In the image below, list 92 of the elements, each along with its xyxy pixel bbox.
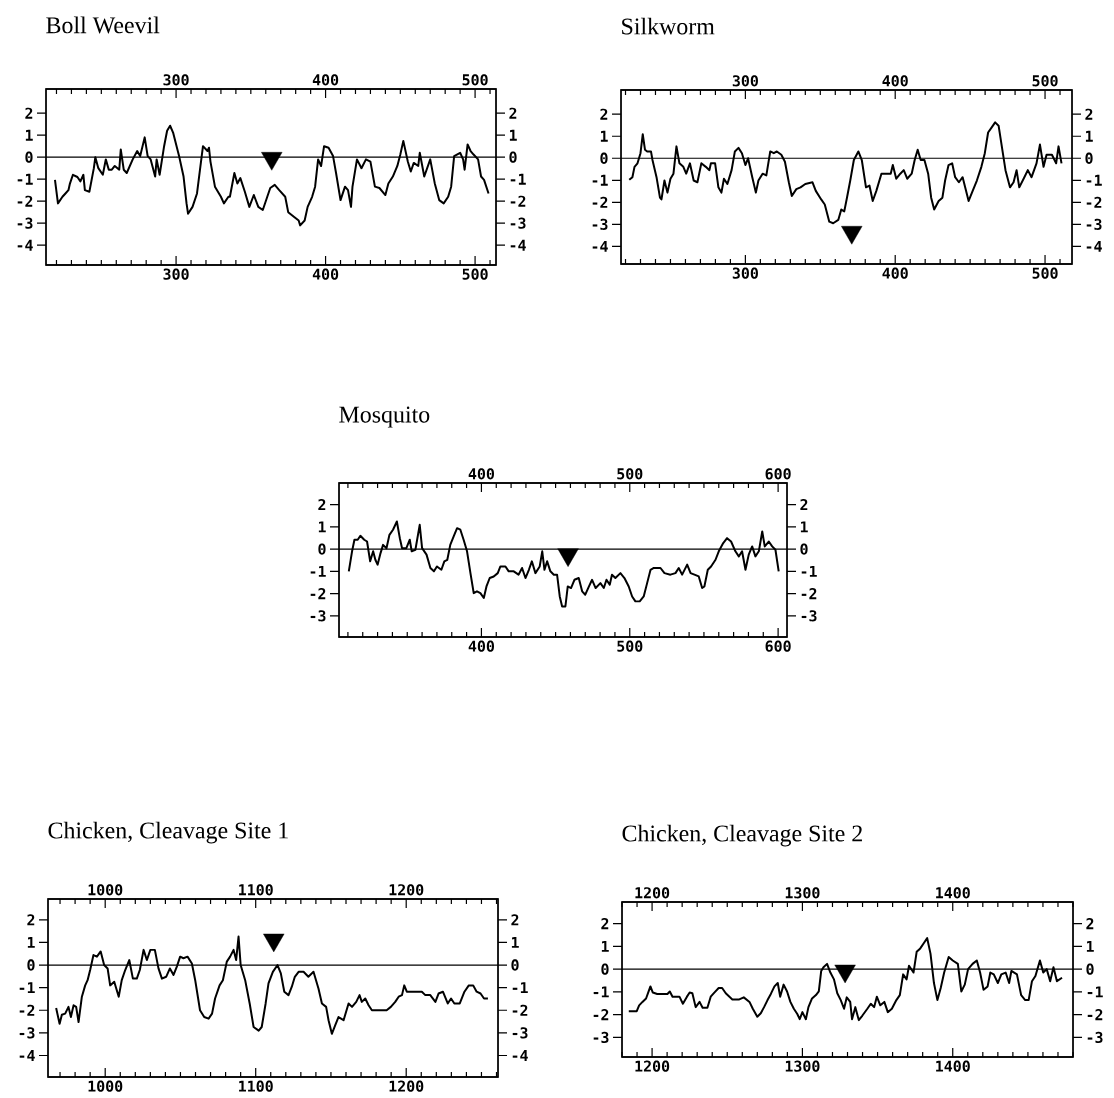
y2-tick-label: 0 xyxy=(511,959,519,971)
y2-tick-label: -2 xyxy=(510,195,526,207)
y2-tick-label: -4 xyxy=(512,1050,528,1061)
y2-tick-label: -1 xyxy=(1086,174,1102,186)
chart-title: Silkworm xyxy=(622,17,715,35)
y2-tick-label: -1 xyxy=(1087,986,1103,998)
y2-tick-label: 2 xyxy=(509,107,517,119)
y-tick-label: -2 xyxy=(19,1004,35,1016)
y-tick-label: -3 xyxy=(19,1027,35,1039)
y2-tick-label: -2 xyxy=(1087,1009,1103,1021)
x-tick-label: 600 xyxy=(765,468,791,480)
y2-tick-label: 0 xyxy=(800,543,808,555)
x-tick-label: 1100 xyxy=(239,884,273,896)
y-tick-label: 0 xyxy=(27,959,35,971)
x2-tick-label: 400 xyxy=(468,640,495,652)
y-tick-label: 1 xyxy=(600,130,608,142)
y-tick-label: -3 xyxy=(593,1031,609,1044)
y-tick-label: -3 xyxy=(17,217,33,229)
x-tick-label: 400 xyxy=(312,268,339,280)
x2-tick-label: 500 xyxy=(617,640,643,652)
x-tick-label: 300 xyxy=(732,75,758,87)
x-tick-label: 1400 xyxy=(936,1060,970,1072)
y2-tick-label: -3 xyxy=(512,1027,528,1039)
y2-tick-label: -4 xyxy=(1086,240,1102,252)
y-tick-label: 2 xyxy=(25,107,33,119)
y2-tick-label: -3 xyxy=(1087,1031,1103,1044)
y-tick-label: -1 xyxy=(592,174,608,186)
y-tick-label: -1 xyxy=(17,173,33,185)
y-tick-label: 0 xyxy=(601,963,609,975)
y2-tick-label: -2 xyxy=(801,588,817,600)
y-tick-label: -2 xyxy=(593,1009,609,1021)
chart-title: Mosquito xyxy=(339,406,430,428)
y2-tick-label: 1 xyxy=(511,936,519,948)
x2-tick-label: 600 xyxy=(765,640,791,652)
x-tick-label: 1200 xyxy=(389,884,424,896)
y-tick-label: -2 xyxy=(592,196,608,208)
y-tick-label: 1 xyxy=(318,521,326,533)
y-tick-label: -2 xyxy=(310,588,326,600)
y2-tick-label: -2 xyxy=(512,1004,528,1016)
y-tick-label: -4 xyxy=(17,239,33,251)
y2-tick-label: 0 xyxy=(509,151,517,163)
x2-tick-label: 1200 xyxy=(389,1080,424,1092)
y2-tick-label: -2 xyxy=(1086,196,1102,208)
chart-title: Chicken, Cleavage Site 1 xyxy=(48,821,288,844)
y-tick-label: 0 xyxy=(600,152,608,164)
x-tick-label: 1300 xyxy=(785,1060,820,1072)
y-tick-label: 0 xyxy=(25,151,33,163)
x2-tick-label: 1000 xyxy=(88,1080,123,1092)
y2-tick-label: -1 xyxy=(510,173,526,185)
x-tick-label: 1200 xyxy=(635,1060,670,1072)
x2-tick-label: 1100 xyxy=(239,1080,273,1092)
y2-tick-label: 0 xyxy=(1085,152,1093,164)
y-tick-label: -1 xyxy=(593,986,609,998)
y2-tick-label: 2 xyxy=(1086,918,1094,930)
y2-tick-label: 2 xyxy=(1085,108,1093,120)
y-tick-label: 2 xyxy=(600,108,608,120)
y-tick-label: 1 xyxy=(27,936,35,948)
chart-title: Chicken, Cleavage Site 2 xyxy=(622,824,862,847)
x-tick-label: 500 xyxy=(1032,75,1058,87)
y-tick-label: -3 xyxy=(310,610,326,622)
x-tick-label: 500 xyxy=(462,268,488,280)
y-tick-label: -3 xyxy=(592,218,608,230)
y2-tick-label: 1 xyxy=(800,521,808,533)
y2-tick-label: 1 xyxy=(509,129,517,141)
y-tick-label: -2 xyxy=(17,195,33,207)
y2-tick-label: -1 xyxy=(801,565,817,577)
y-tick-label: -1 xyxy=(19,982,35,994)
y2-tick-label: -3 xyxy=(801,610,817,622)
y2-tick-label: -4 xyxy=(510,239,526,251)
y2-tick-label: -3 xyxy=(510,217,526,229)
x-tick-label: 500 xyxy=(617,468,643,480)
x-tick-label: 400 xyxy=(468,468,495,480)
x-tick-label: 1000 xyxy=(88,884,123,896)
y-tick-label: 2 xyxy=(318,499,326,511)
x-tick-label: 300 xyxy=(163,268,189,280)
x-tick-label: 400 xyxy=(882,75,908,87)
y2-tick-label: -1 xyxy=(512,982,528,994)
y-tick-label: 2 xyxy=(27,914,35,926)
chart-title: Boll Weevil xyxy=(46,16,160,34)
y2-tick-label: -3 xyxy=(1086,218,1102,230)
y2-tick-label: 1 xyxy=(1085,130,1093,142)
y2-tick-label: 2 xyxy=(800,499,808,511)
y-tick-label: -1 xyxy=(310,565,326,577)
y2-tick-label: 0 xyxy=(1086,963,1094,975)
y-tick-label: -4 xyxy=(592,240,608,252)
y-tick-label: 1 xyxy=(601,940,609,952)
y-tick-label: 0 xyxy=(318,543,326,555)
y-tick-label: 1 xyxy=(25,129,33,141)
y2-tick-label: 2 xyxy=(511,914,519,926)
y-tick-label: -4 xyxy=(19,1050,35,1061)
y-tick-label: 2 xyxy=(601,918,609,930)
y2-tick-label: 1 xyxy=(1086,940,1094,952)
